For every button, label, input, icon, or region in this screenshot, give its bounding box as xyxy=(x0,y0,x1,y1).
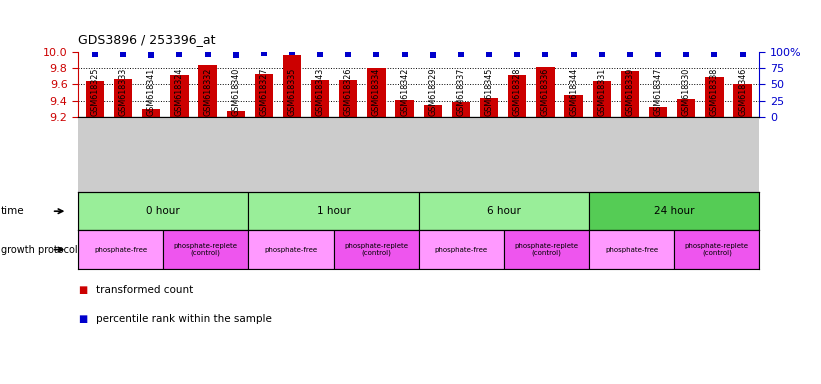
Bar xyxy=(333,230,419,269)
Bar xyxy=(248,192,419,230)
Point xyxy=(736,51,749,57)
Bar xyxy=(419,230,504,269)
Bar xyxy=(452,102,470,117)
Bar xyxy=(283,55,301,117)
Bar xyxy=(78,230,163,269)
Bar xyxy=(424,105,442,117)
Bar xyxy=(674,230,759,269)
Bar xyxy=(78,192,248,230)
Text: time: time xyxy=(1,206,25,216)
Point xyxy=(623,51,636,57)
Text: 6 hour: 6 hour xyxy=(487,206,521,216)
Point xyxy=(483,51,496,58)
Text: phosphate-free: phosphate-free xyxy=(264,247,318,253)
Text: ■: ■ xyxy=(78,314,87,324)
Point xyxy=(201,51,214,57)
Point xyxy=(286,50,299,56)
Bar xyxy=(339,79,357,117)
Bar xyxy=(114,79,132,117)
Point xyxy=(229,52,242,58)
Text: phosphate-replete
(control): phosphate-replete (control) xyxy=(344,243,408,257)
Bar xyxy=(504,230,589,269)
Bar xyxy=(705,77,723,117)
Bar xyxy=(621,71,639,117)
Text: 24 hour: 24 hour xyxy=(654,206,695,216)
Point xyxy=(708,51,721,57)
Point xyxy=(144,52,158,58)
Bar xyxy=(593,81,611,117)
Text: percentile rank within the sample: percentile rank within the sample xyxy=(96,314,272,324)
Bar xyxy=(396,100,414,117)
Point xyxy=(680,51,693,58)
Point xyxy=(595,51,608,57)
Point xyxy=(117,51,130,57)
Bar xyxy=(677,99,695,117)
Bar xyxy=(508,74,526,117)
Point xyxy=(398,51,411,57)
Bar xyxy=(589,192,759,230)
Text: transformed count: transformed count xyxy=(96,285,193,295)
Bar xyxy=(589,230,674,269)
Point xyxy=(172,51,186,57)
Bar xyxy=(649,106,667,117)
Text: phosphate-replete
(control): phosphate-replete (control) xyxy=(515,243,579,257)
Point xyxy=(257,50,270,56)
Bar xyxy=(564,95,583,117)
Bar xyxy=(255,74,273,117)
Bar xyxy=(480,98,498,117)
Point xyxy=(314,51,327,57)
Bar xyxy=(85,81,104,117)
Bar xyxy=(248,230,333,269)
Bar xyxy=(311,80,329,117)
Bar xyxy=(536,66,554,117)
Bar xyxy=(199,65,217,117)
Text: phosphate-replete
(control): phosphate-replete (control) xyxy=(685,243,749,257)
Bar xyxy=(163,230,249,269)
Point xyxy=(342,51,355,57)
Bar xyxy=(367,68,386,117)
Text: 1 hour: 1 hour xyxy=(317,206,351,216)
Bar xyxy=(733,84,752,117)
Text: phosphate-replete
(control): phosphate-replete (control) xyxy=(174,243,238,257)
Bar xyxy=(142,109,160,117)
Bar xyxy=(170,74,189,117)
Point xyxy=(567,51,580,57)
Text: phosphate-free: phosphate-free xyxy=(94,247,147,253)
Point xyxy=(370,51,383,57)
Text: 0 hour: 0 hour xyxy=(146,206,180,216)
Text: GDS3896 / 253396_at: GDS3896 / 253396_at xyxy=(78,33,215,46)
Text: growth protocol: growth protocol xyxy=(1,245,77,255)
Text: phosphate-free: phosphate-free xyxy=(435,247,488,253)
Point xyxy=(454,51,467,58)
Point xyxy=(652,51,665,58)
Bar xyxy=(419,192,589,230)
Text: phosphate-free: phosphate-free xyxy=(605,247,658,253)
Bar xyxy=(227,111,245,117)
Text: ■: ■ xyxy=(78,285,87,295)
Point xyxy=(89,51,102,57)
Point xyxy=(426,52,439,58)
Point xyxy=(539,51,552,57)
Point xyxy=(511,51,524,57)
